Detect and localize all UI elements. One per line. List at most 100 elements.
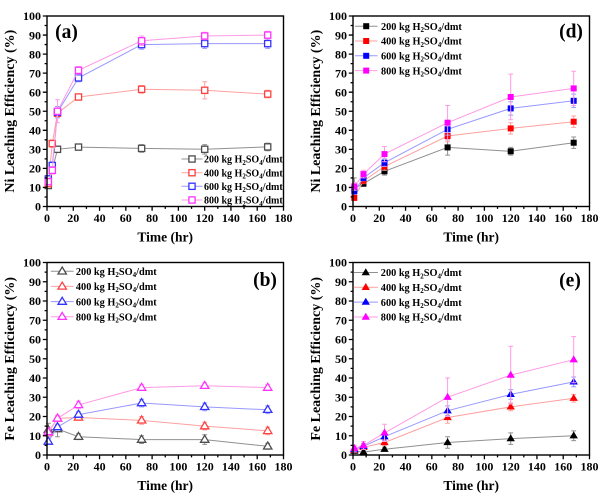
svg-text:40: 40 <box>94 211 106 225</box>
svg-text:600 kg H2SO4/dmt: 600 kg H2SO4/dmt <box>381 298 462 310</box>
svg-text:400 kg H2SO4/dmt: 400 kg H2SO4/dmt <box>381 283 462 295</box>
svg-text:180: 180 <box>275 460 293 474</box>
svg-text:Time (hr): Time (hr) <box>137 478 193 493</box>
svg-text:0: 0 <box>44 211 50 225</box>
svg-text:160: 160 <box>248 211 266 225</box>
svg-text:40: 40 <box>94 460 106 474</box>
svg-text:400 kg H2SO4/dmt: 400 kg H2SO4/dmt <box>76 282 157 294</box>
svg-text:60: 60 <box>426 460 438 474</box>
svg-text:100: 100 <box>329 9 347 23</box>
svg-text:(a): (a) <box>55 22 78 43</box>
svg-text:20: 20 <box>29 410 41 424</box>
svg-text:200 kg H2SO4/dmt: 200 kg H2SO4/dmt <box>204 155 283 167</box>
svg-text:70: 70 <box>29 313 41 327</box>
svg-text:800 kg H2SO4/dmt: 800 kg H2SO4/dmt <box>204 196 283 208</box>
svg-text:140: 140 <box>222 211 240 225</box>
svg-text:180: 180 <box>581 460 599 474</box>
svg-text:20: 20 <box>373 460 385 474</box>
svg-text:0: 0 <box>350 211 356 225</box>
svg-text:80: 80 <box>146 211 158 225</box>
svg-text:60: 60 <box>335 85 347 99</box>
svg-text:200 kg H2SO4/dmt: 200 kg H2SO4/dmt <box>76 267 157 279</box>
svg-text:Fe Leaching Efficiency (%): Fe Leaching Efficiency (%) <box>3 277 18 441</box>
svg-text:100: 100 <box>475 211 493 225</box>
svg-text:100: 100 <box>329 256 347 270</box>
svg-text:140: 140 <box>528 211 546 225</box>
svg-text:0: 0 <box>44 460 50 474</box>
svg-text:80: 80 <box>335 47 347 61</box>
svg-text:120: 120 <box>196 460 214 474</box>
svg-text:Ni Leaching Efficiency (%): Ni Leaching Efficiency (%) <box>3 29 18 192</box>
svg-text:400 kg H2SO4/dmt: 400 kg H2SO4/dmt <box>381 37 462 49</box>
svg-text:80: 80 <box>335 294 347 308</box>
svg-text:10: 10 <box>29 181 41 195</box>
svg-text:800 kg H2SO4/dmt: 800 kg H2SO4/dmt <box>76 312 157 324</box>
svg-text:100: 100 <box>169 211 187 225</box>
svg-text:40: 40 <box>335 124 347 138</box>
svg-text:100: 100 <box>475 460 493 474</box>
svg-text:90: 90 <box>29 275 41 289</box>
svg-text:40: 40 <box>29 124 41 138</box>
svg-text:200 kg H2SO4/dmt: 200 kg H2SO4/dmt <box>381 22 462 34</box>
svg-text:20: 20 <box>335 162 347 176</box>
svg-text:40: 40 <box>400 460 412 474</box>
svg-text:100: 100 <box>169 460 187 474</box>
svg-text:180: 180 <box>275 211 293 225</box>
svg-text:40: 40 <box>29 371 41 385</box>
svg-text:30: 30 <box>29 390 41 404</box>
svg-text:180: 180 <box>581 211 599 225</box>
svg-text:80: 80 <box>29 47 41 61</box>
svg-text:Time (hr): Time (hr) <box>443 230 499 245</box>
svg-text:20: 20 <box>335 410 347 424</box>
svg-text:50: 50 <box>335 352 347 366</box>
svg-text:160: 160 <box>248 460 266 474</box>
svg-text:70: 70 <box>335 66 347 80</box>
svg-text:60: 60 <box>120 211 132 225</box>
svg-text:Fe Leaching Efficiency (%): Fe Leaching Efficiency (%) <box>309 277 324 441</box>
svg-text:40: 40 <box>400 211 412 225</box>
svg-text:30: 30 <box>335 143 347 157</box>
svg-text:(e): (e) <box>559 270 581 291</box>
svg-text:50: 50 <box>335 105 347 119</box>
svg-text:80: 80 <box>452 211 464 225</box>
svg-text:0: 0 <box>341 200 347 214</box>
svg-text:600 kg H2SO4/dmt: 600 kg H2SO4/dmt <box>204 182 283 194</box>
svg-text:120: 120 <box>196 211 214 225</box>
svg-text:10: 10 <box>335 429 347 443</box>
svg-text:80: 80 <box>146 460 158 474</box>
svg-text:0: 0 <box>341 448 347 462</box>
svg-text:60: 60 <box>426 211 438 225</box>
svg-text:90: 90 <box>335 275 347 289</box>
svg-text:10: 10 <box>335 181 347 195</box>
svg-text:Ni Leaching Efficiency (%): Ni Leaching Efficiency (%) <box>309 29 324 192</box>
svg-text:140: 140 <box>222 460 240 474</box>
svg-text:140: 140 <box>528 460 546 474</box>
svg-text:0: 0 <box>35 200 41 214</box>
svg-text:20: 20 <box>373 211 385 225</box>
svg-text:800 kg H2SO4/dmt: 800 kg H2SO4/dmt <box>381 66 462 78</box>
svg-text:60: 60 <box>120 460 132 474</box>
svg-text:60: 60 <box>29 333 41 347</box>
svg-text:80: 80 <box>452 460 464 474</box>
svg-text:600 kg H2SO4/dmt: 600 kg H2SO4/dmt <box>76 297 157 309</box>
svg-text:70: 70 <box>335 313 347 327</box>
svg-text:90: 90 <box>335 28 347 42</box>
svg-text:20: 20 <box>29 162 41 176</box>
svg-text:0: 0 <box>350 460 356 474</box>
svg-text:70: 70 <box>29 66 41 80</box>
svg-text:200 kg H2SO4/dmt: 200 kg H2SO4/dmt <box>381 268 462 280</box>
svg-text:120: 120 <box>502 460 520 474</box>
svg-text:50: 50 <box>29 352 41 366</box>
svg-text:30: 30 <box>335 390 347 404</box>
svg-text:40: 40 <box>335 371 347 385</box>
svg-text:(b): (b) <box>253 270 277 291</box>
svg-text:100: 100 <box>23 9 41 23</box>
svg-text:80: 80 <box>29 294 41 308</box>
svg-text:100: 100 <box>23 256 41 270</box>
svg-text:Time (hr): Time (hr) <box>137 230 193 245</box>
svg-text:30: 30 <box>29 143 41 157</box>
svg-text:120: 120 <box>502 211 520 225</box>
svg-text:0: 0 <box>35 448 41 462</box>
svg-text:160: 160 <box>554 211 572 225</box>
svg-text:20: 20 <box>67 460 79 474</box>
